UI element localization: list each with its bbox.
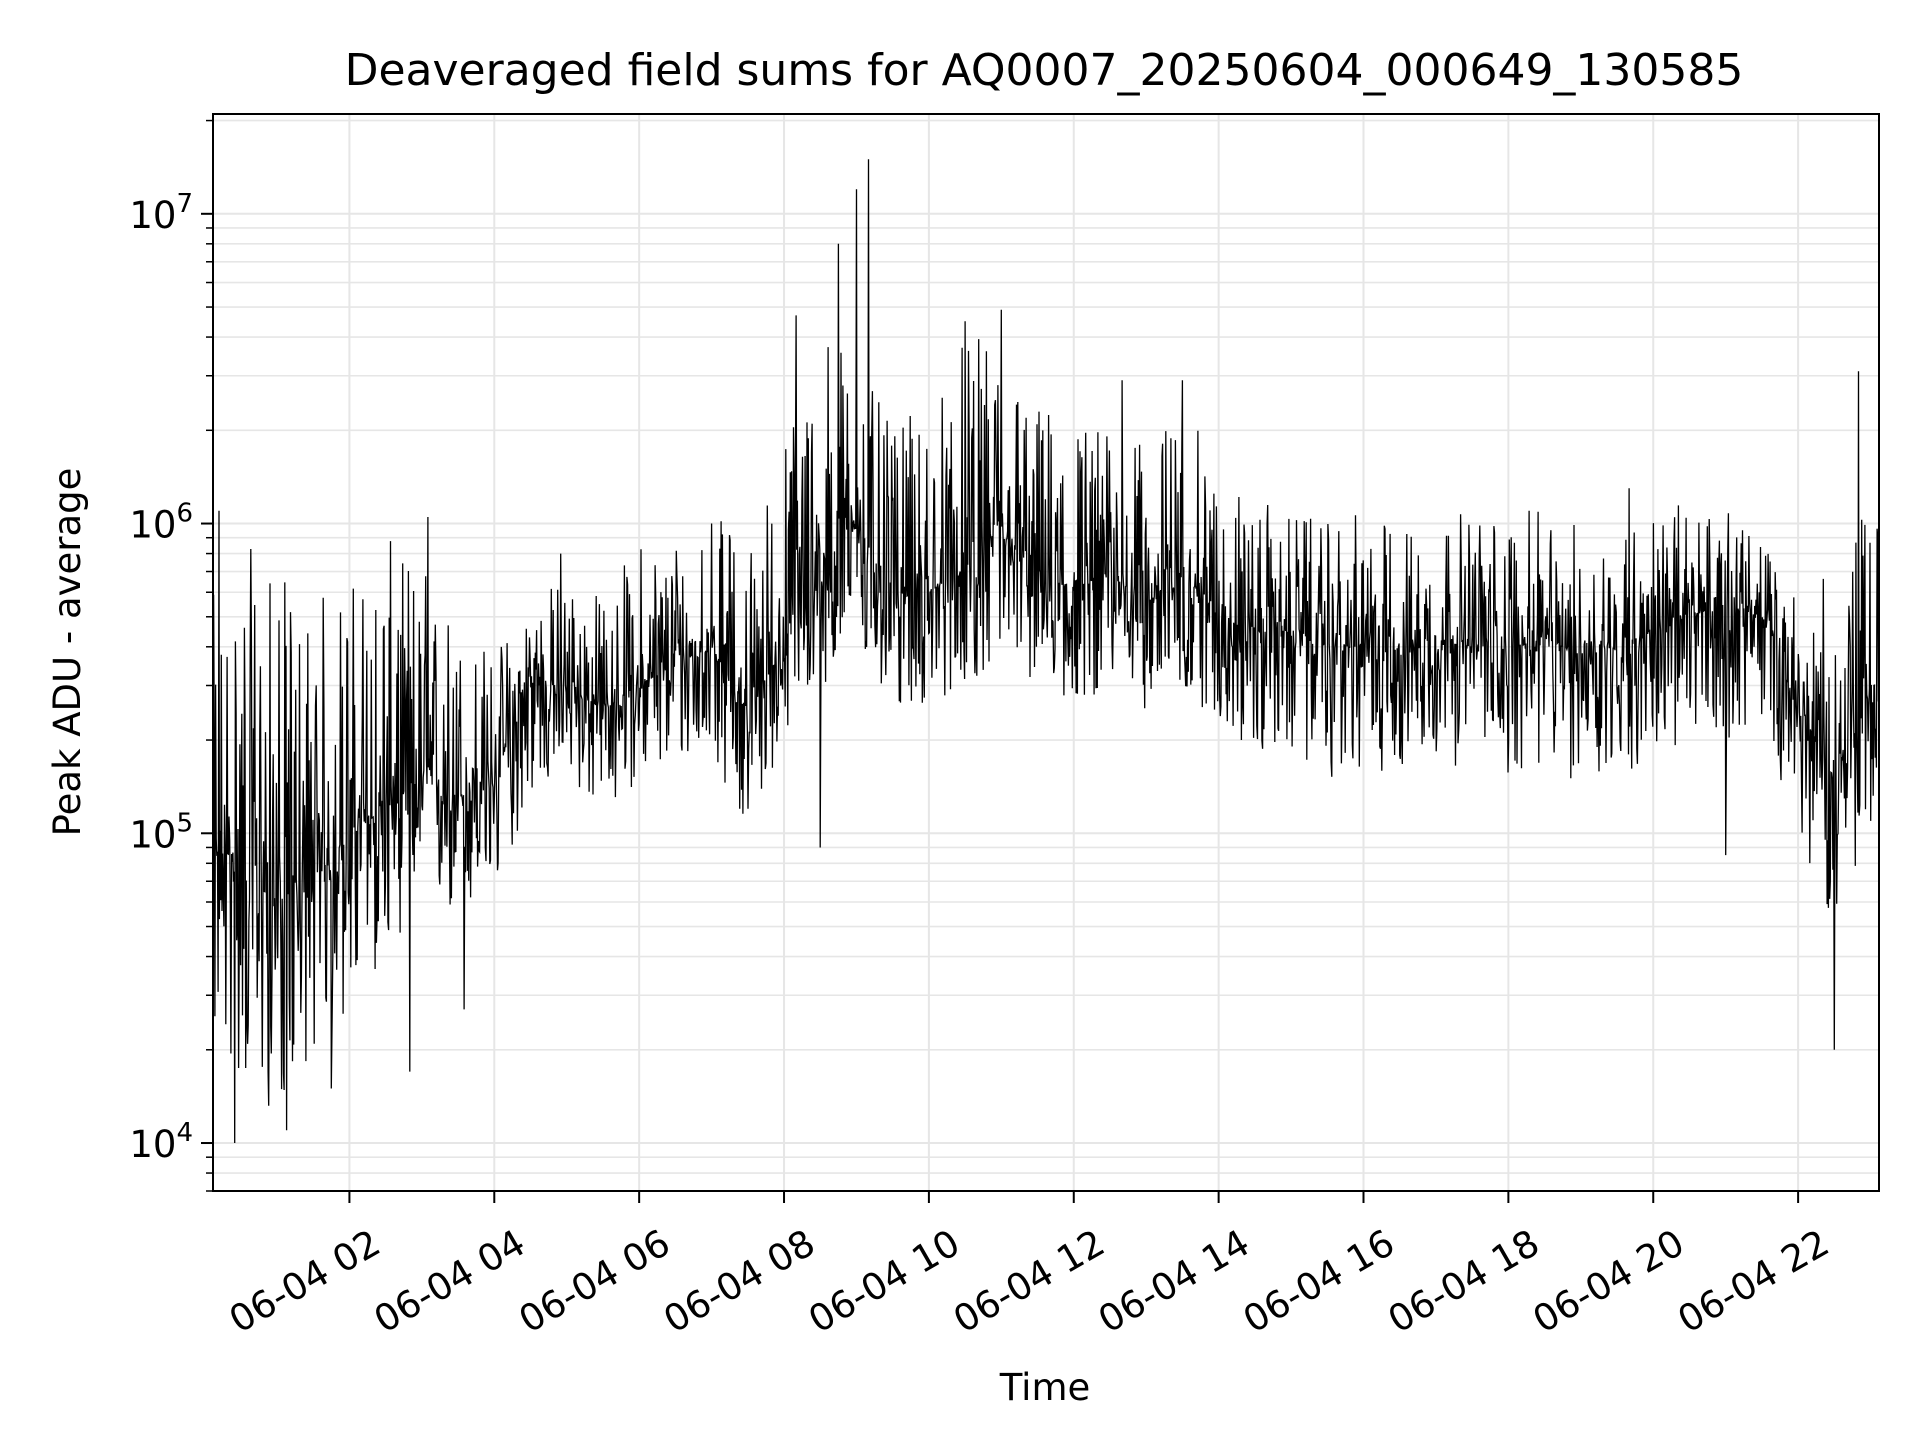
y-axis-label: Peak ADU - average [46, 468, 89, 837]
series-group [213, 159, 1879, 1144]
series-line [213, 159, 1879, 1144]
y-tick-label: 106 [129, 499, 193, 547]
plot-frame [212, 113, 1880, 1192]
y-tick-label: 105 [129, 808, 193, 856]
y-axis: 104 105 106 107 [129, 119, 213, 1192]
y-tick-label: 104 [129, 1118, 193, 1166]
chart-title: Deaveraged field sums for AQ0007_2025060… [345, 45, 1744, 96]
y-tick-label: 107 [129, 189, 193, 237]
x-axis-label: Time [999, 1366, 1091, 1409]
